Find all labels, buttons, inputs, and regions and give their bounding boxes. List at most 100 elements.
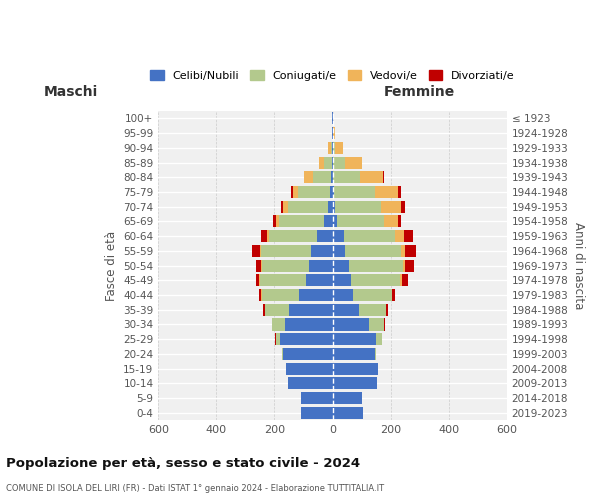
Bar — [404, 230, 413, 242]
Bar — [301, 406, 332, 419]
Bar — [328, 142, 331, 154]
Bar — [369, 318, 384, 330]
Y-axis label: Anni di nascita: Anni di nascita — [572, 222, 585, 310]
Bar — [349, 260, 403, 272]
Bar — [335, 200, 382, 213]
Bar — [262, 260, 309, 272]
Bar — [306, 274, 332, 286]
Text: Maschi: Maschi — [44, 84, 98, 98]
Bar — [332, 362, 379, 374]
Bar — [401, 245, 406, 257]
Bar — [332, 318, 369, 330]
Bar — [332, 274, 350, 286]
Bar — [331, 142, 332, 154]
Bar — [332, 171, 334, 183]
Bar — [332, 378, 377, 390]
Bar — [332, 260, 349, 272]
Bar — [283, 200, 288, 213]
Bar — [288, 200, 328, 213]
Bar — [345, 156, 362, 168]
Bar — [269, 230, 317, 242]
Bar — [283, 348, 332, 360]
Bar — [332, 230, 344, 242]
Bar — [335, 142, 343, 154]
Bar — [304, 171, 313, 183]
Bar — [332, 406, 363, 419]
Bar — [275, 216, 278, 228]
Bar — [376, 333, 382, 345]
Bar — [282, 348, 283, 360]
Bar — [262, 230, 267, 242]
Bar — [386, 304, 388, 316]
Bar — [299, 289, 332, 301]
Bar — [281, 200, 283, 213]
Text: Popolazione per età, sesso e stato civile - 2024: Popolazione per età, sesso e stato civil… — [6, 458, 360, 470]
Bar — [398, 216, 401, 228]
Text: COMUNE DI ISOLA DEL LIRI (FR) - Dati ISTAT 1° gennaio 2024 - Elaborazione TUTTIT: COMUNE DI ISOLA DEL LIRI (FR) - Dati IST… — [6, 484, 384, 493]
Bar — [265, 304, 289, 316]
Bar — [332, 245, 346, 257]
Bar — [252, 245, 260, 257]
Bar — [406, 245, 416, 257]
Bar — [325, 156, 332, 168]
Bar — [333, 142, 335, 154]
Bar — [284, 318, 332, 330]
Bar — [337, 216, 384, 228]
Bar — [401, 200, 406, 213]
Bar — [331, 171, 332, 183]
Bar — [392, 289, 395, 301]
Bar — [319, 156, 325, 168]
Y-axis label: Fasce di età: Fasce di età — [105, 230, 118, 300]
Bar — [332, 200, 335, 213]
Bar — [260, 274, 306, 286]
Bar — [328, 200, 332, 213]
Bar — [262, 289, 299, 301]
Bar — [298, 186, 330, 198]
Bar — [267, 230, 269, 242]
Bar — [332, 289, 353, 301]
Bar — [332, 348, 374, 360]
Bar — [289, 304, 332, 316]
Bar — [384, 216, 398, 228]
Legend: Celibi/Nubili, Coniugati/e, Vedovi/e, Divorziati/e: Celibi/Nubili, Coniugati/e, Vedovi/e, Di… — [147, 67, 518, 84]
Bar — [256, 274, 259, 286]
Bar — [332, 333, 376, 345]
Bar — [383, 171, 384, 183]
Bar — [286, 362, 332, 374]
Bar — [317, 230, 332, 242]
Bar — [291, 186, 293, 198]
Bar — [334, 186, 375, 198]
Bar — [272, 318, 284, 330]
Bar — [333, 156, 345, 168]
Bar — [398, 186, 401, 198]
Bar — [301, 392, 332, 404]
Bar — [325, 216, 332, 228]
Bar — [256, 260, 261, 272]
Bar — [333, 127, 335, 139]
Bar — [287, 378, 332, 390]
Bar — [400, 274, 402, 286]
Bar — [332, 392, 362, 404]
Bar — [260, 245, 261, 257]
Bar — [332, 304, 359, 316]
Bar — [382, 200, 401, 213]
Bar — [278, 216, 325, 228]
Bar — [330, 186, 332, 198]
Bar — [374, 348, 376, 360]
Bar — [395, 230, 404, 242]
Text: Femmine: Femmine — [384, 84, 455, 98]
Bar — [261, 260, 262, 272]
Bar — [276, 333, 280, 345]
Bar — [332, 186, 334, 198]
Bar — [334, 171, 359, 183]
Bar — [311, 245, 332, 257]
Bar — [403, 260, 406, 272]
Bar — [313, 171, 331, 183]
Bar — [346, 245, 401, 257]
Bar — [280, 333, 332, 345]
Bar — [332, 216, 337, 228]
Bar — [359, 171, 383, 183]
Bar — [353, 289, 392, 301]
Bar — [402, 274, 408, 286]
Bar — [344, 230, 395, 242]
